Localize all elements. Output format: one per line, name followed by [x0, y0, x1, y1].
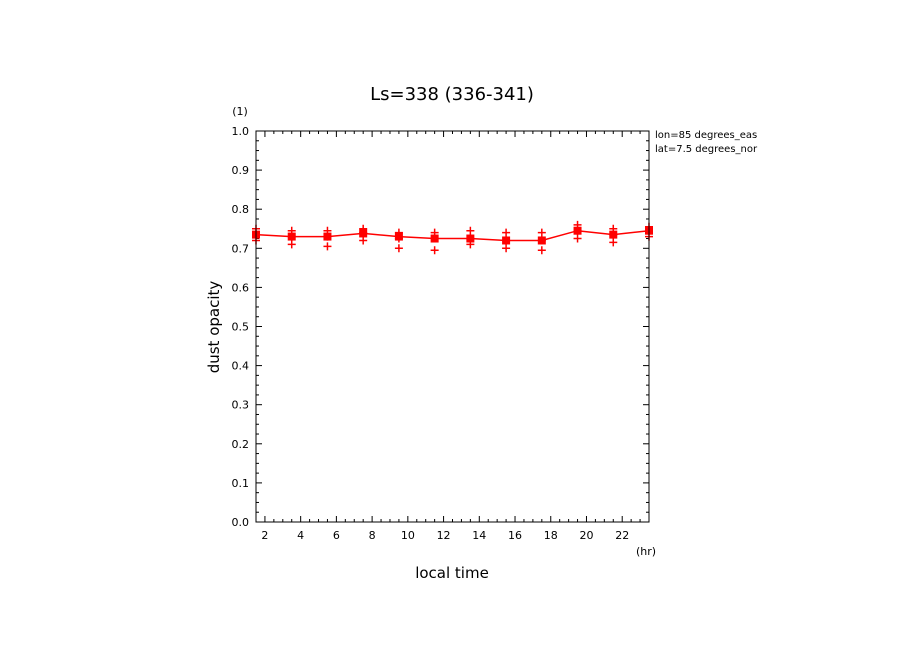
- x-tick-label: 14: [472, 529, 486, 542]
- x-tick-label: 16: [508, 529, 522, 542]
- x-tick-label: 6: [333, 529, 340, 542]
- sample-marker: [502, 244, 511, 253]
- sample-marker: [502, 228, 511, 237]
- sample-marker: [359, 236, 368, 245]
- annotation-lon: lon=85 degrees_eas: [655, 130, 757, 141]
- x-tick-label: 10: [401, 529, 415, 542]
- y-axis-label: dust opacity: [205, 281, 223, 374]
- x-tick-label: 8: [369, 529, 376, 542]
- y-tick-label: 0.7: [232, 242, 250, 255]
- mean-marker: [466, 234, 475, 243]
- annotation-lat: lat=7.5 degrees_nor: [655, 144, 758, 155]
- sample-marker: [537, 228, 546, 237]
- y-tick-label: 1.0: [232, 125, 250, 138]
- plot-frame: [255, 130, 650, 523]
- sample-marker: [430, 246, 439, 255]
- x-axis-label: local time: [415, 564, 489, 582]
- x-tick-label: 12: [437, 529, 451, 542]
- sample-marker: [323, 242, 332, 251]
- mean-marker: [502, 236, 511, 245]
- y-tick-label: 0.8: [232, 203, 250, 216]
- sample-marker: [394, 244, 403, 253]
- x-tick-label: 20: [579, 529, 593, 542]
- sample-marker: [466, 226, 475, 235]
- y-tick-label: 0.4: [232, 360, 250, 373]
- mean-marker: [537, 236, 546, 245]
- y-tick-label: 0.6: [232, 281, 250, 294]
- sample-marker: [573, 234, 582, 243]
- mean-marker: [394, 232, 403, 241]
- mean-marker: [430, 234, 439, 243]
- chart-title: Ls=338 (336-341): [370, 84, 534, 105]
- mean-marker: [359, 229, 368, 238]
- plot-area: 0.0 0.1 0.2 0.3 0.4 0.5 0.6 0.7 0.8 0.9 1.0 2 4 6 8 10 1…: [232, 125, 653, 542]
- series-line: [255, 229, 650, 242]
- x-tick-label: 18: [544, 529, 558, 542]
- mean-marker: [287, 232, 296, 241]
- x-tick-label: 22: [615, 529, 629, 542]
- mean-marker: [573, 226, 582, 235]
- y-tick-label: 0.3: [232, 399, 250, 412]
- mean-marker: [609, 230, 618, 239]
- x-axis-unit: (hr): [636, 545, 656, 558]
- y-tick-label: 0.5: [232, 321, 250, 334]
- y-tick-label: 0.1: [232, 477, 250, 490]
- y-tick-label: 0.2: [232, 438, 250, 451]
- sample-marker: [609, 238, 618, 247]
- y-tick-label: 0.0: [232, 516, 250, 529]
- x-tick-label: 4: [297, 529, 304, 542]
- x-tick-label: 2: [261, 529, 268, 542]
- y-axis-unit: (1): [232, 105, 248, 118]
- sample-marker: [287, 240, 296, 249]
- mean-marker: [323, 232, 332, 241]
- sample-marker: [537, 246, 546, 255]
- y-tick-label: 0.9: [232, 164, 250, 177]
